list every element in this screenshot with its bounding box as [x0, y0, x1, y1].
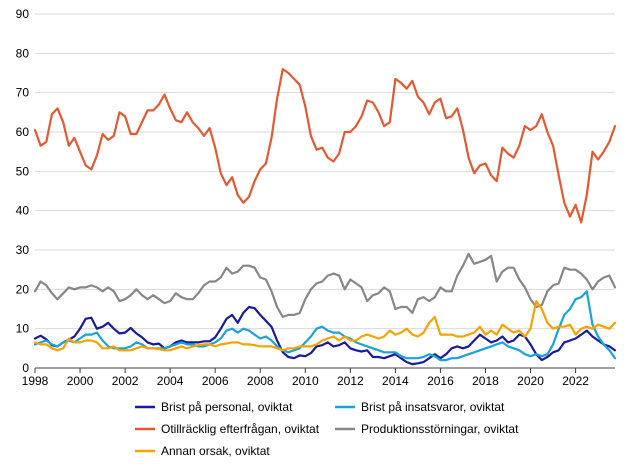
x-tick-label: 2014	[382, 374, 409, 388]
legend: Brist på personal, oviktat Brist på insat…	[135, 400, 519, 458]
x-tick-label: 2012	[337, 374, 364, 388]
series-line-0	[33, 305, 617, 366]
y-axis-ticks: 0 10 20 30 40 50 60 70 80 90	[16, 7, 30, 375]
y-tick-label: 60	[16, 125, 30, 139]
y-tick-label: 20	[16, 282, 30, 296]
x-tick-label: 2004	[157, 374, 184, 388]
legend-label: Brist på insatsvaror, oviktat	[361, 400, 505, 414]
x-tick-label: 2018	[472, 374, 499, 388]
x-tick-label: 2000	[67, 374, 94, 388]
x-axis-ticks: 1998 2000 2002 2004 2006 2008 2010 2012 2014 2016…	[22, 368, 589, 388]
y-tick-label: 90	[16, 7, 30, 21]
series-line-1	[33, 290, 617, 362]
legend-label: Brist på personal, oviktat	[161, 400, 293, 414]
y-tick-label: 70	[16, 86, 30, 100]
y-tick-label: 40	[16, 204, 30, 218]
x-tick-label: 2020	[517, 374, 544, 388]
x-tick-label: 1998	[22, 374, 49, 388]
y-tick-label: 80	[16, 46, 30, 60]
legend-item: Annan orsak, oviktat	[135, 444, 270, 458]
x-tick-label: 2010	[292, 374, 319, 388]
legend-item: Brist på insatsvaror, oviktat	[335, 400, 505, 414]
y-tick-label: 50	[16, 164, 30, 178]
series-line-4	[33, 300, 617, 352]
legend-item: Otillräcklig efterfrågan, oviktat	[135, 422, 320, 436]
series-line-3	[33, 252, 617, 318]
x-tick-label: 2016	[427, 374, 454, 388]
series-line-2	[33, 68, 617, 224]
legend-item: Produktionsstörningar, oviktat	[335, 422, 519, 436]
y-tick-label: 30	[16, 243, 30, 257]
x-tick-label: 2022	[562, 374, 589, 388]
x-tick-label: 2002	[112, 374, 139, 388]
legend-label: Annan orsak, oviktat	[161, 444, 270, 458]
gridlines	[35, 13, 615, 330]
x-tick-label: 2006	[202, 374, 229, 388]
y-tick-label: 10	[16, 322, 30, 336]
legend-item: Brist på personal, oviktat	[135, 400, 293, 414]
y-tick-label: 0	[22, 361, 29, 375]
legend-label: Otillräcklig efterfrågan, oviktat	[161, 422, 320, 436]
legend-label: Produktionsstörningar, oviktat	[361, 422, 519, 436]
series-lines	[33, 68, 617, 366]
x-tick-label: 2008	[247, 374, 274, 388]
